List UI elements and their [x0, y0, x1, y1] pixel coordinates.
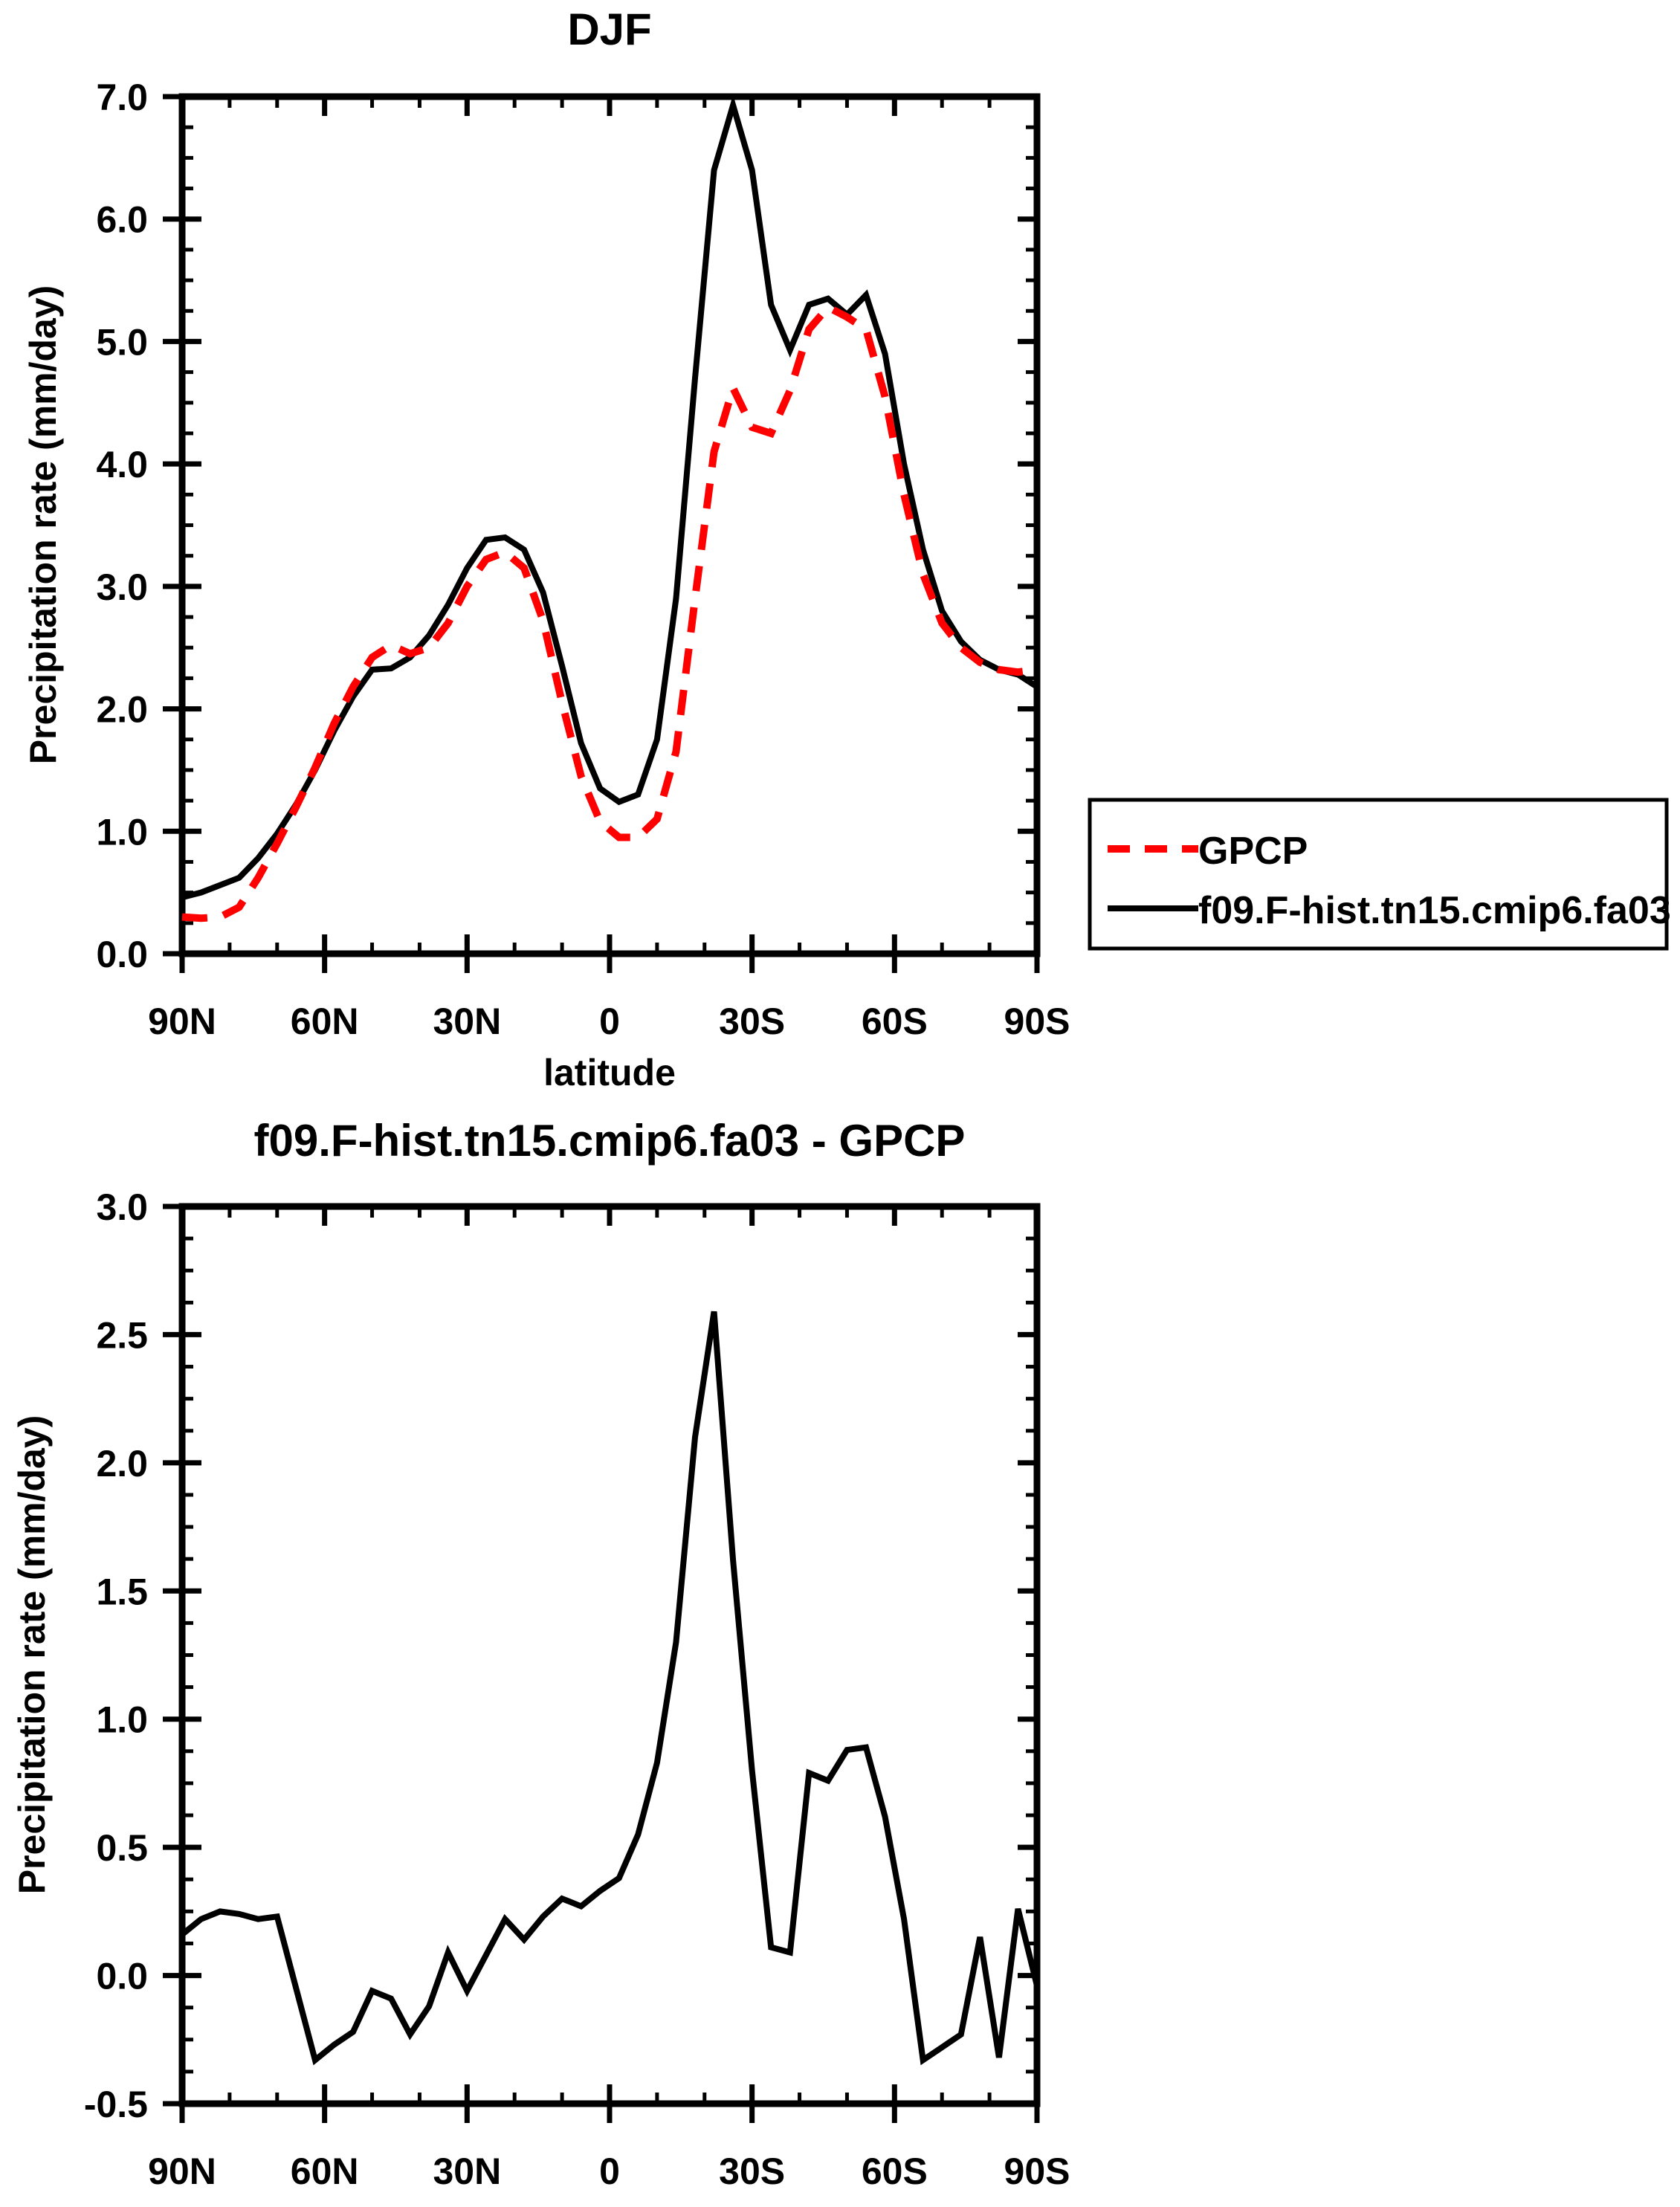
xtick-label: 30S: [719, 1001, 785, 1042]
bottom-xtick-labels: 90N 60N 30N 0 30S 60S 90S: [148, 2151, 1070, 2192]
top-panel-title: DJF: [567, 4, 651, 54]
top-xaxis-title: latitude: [543, 1052, 676, 1093]
legend-entry-gpcp[interactable]: GPCP: [1108, 830, 1308, 873]
xtick-label: 30N: [433, 1001, 501, 1042]
xtick-label: 60N: [291, 1001, 359, 1042]
ytick-label: 2.0: [96, 1443, 148, 1484]
ytick-label: 2.0: [96, 689, 148, 731]
xtick-label: 30N: [433, 2151, 501, 2192]
ytick-label: 0.0: [96, 934, 148, 975]
xtick-label: 60N: [291, 2151, 359, 2192]
ytick-label: 2.5: [96, 1314, 148, 1356]
bottom-axis-ticks: [163, 1203, 1040, 2123]
ytick-label: 1.0: [96, 811, 148, 853]
top-series-model-line: [181, 94, 1039, 901]
legend-label-gpcp: GPCP: [1198, 830, 1308, 873]
panel-top: DJF 7.0 6.0 5.0 4.0 3.0 2.0 1.0 0.0 90N 60N 30N 0 3…: [22, 4, 1070, 1093]
ytick-label: -0.5: [84, 2084, 148, 2125]
ytick-label: 4.0: [96, 444, 148, 485]
xtick-label: 30S: [719, 2151, 785, 2192]
xtick-label: 90N: [148, 2151, 216, 2192]
legend[interactable]: GPCP f09.F-hist.tn15.cmip6.fa03: [1088, 798, 1671, 951]
top-axis-ticks: [163, 94, 1040, 973]
top-plot-frame: [178, 93, 1041, 957]
bottom-yaxis-title: Precipitation rate (mm/day): [11, 1415, 53, 1895]
xtick-label: 90S: [1004, 2151, 1070, 2192]
bottom-xaxis-title: latitude: [543, 2204, 676, 2207]
xtick-label: 60S: [862, 1001, 928, 1042]
legend-label-model: f09.F-hist.tn15.cmip6.fa03: [1198, 889, 1671, 932]
ytick-label: 6.0: [96, 199, 148, 241]
top-ytick-labels: 7.0 6.0 5.0 4.0 3.0 2.0 1.0 0.0: [96, 77, 148, 975]
xtick-label: 60S: [862, 2151, 928, 2192]
ytick-label: 1.5: [96, 1571, 148, 1612]
ytick-label: 3.0: [96, 566, 148, 608]
top-series-observation-line: [181, 303, 1038, 922]
xtick-label: 90S: [1004, 1001, 1070, 1042]
legend-entry-model[interactable]: f09.F-hist.tn15.cmip6.fa03: [1108, 889, 1671, 932]
ytick-label: 0.0: [96, 1956, 148, 1997]
bottom-series-difference-line: [180, 1311, 1040, 2066]
legend-box: [1088, 798, 1669, 951]
xtick-label: 0: [599, 1001, 620, 1042]
ytick-label: 7.0: [96, 77, 148, 118]
bottom-panel-title: f09.F-hist.tn15.cmip6.fa03 - GPCP: [254, 1116, 966, 1166]
ytick-label: 0.5: [96, 1827, 148, 1869]
xtick-label: 0: [599, 2151, 620, 2192]
top-xtick-labels: 90N 60N 30N 0 30S 60S 90S: [148, 1001, 1070, 1042]
bottom-ytick-labels: 3.0 2.5 2.0 1.5 1.0 0.5 0.0 -0.5: [84, 1186, 148, 2125]
ytick-label: 1.0: [96, 1699, 148, 1741]
xtick-label: 90N: [148, 1001, 216, 1042]
top-yaxis-title: Precipitation rate (mm/day): [22, 285, 64, 765]
ytick-label: 5.0: [96, 321, 148, 363]
panel-bottom: f09.F-hist.tn15.cmip6.fa03 - GPCP 3.0 2.5…: [11, 1116, 1070, 2207]
ytick-label: 3.0: [96, 1186, 148, 1228]
